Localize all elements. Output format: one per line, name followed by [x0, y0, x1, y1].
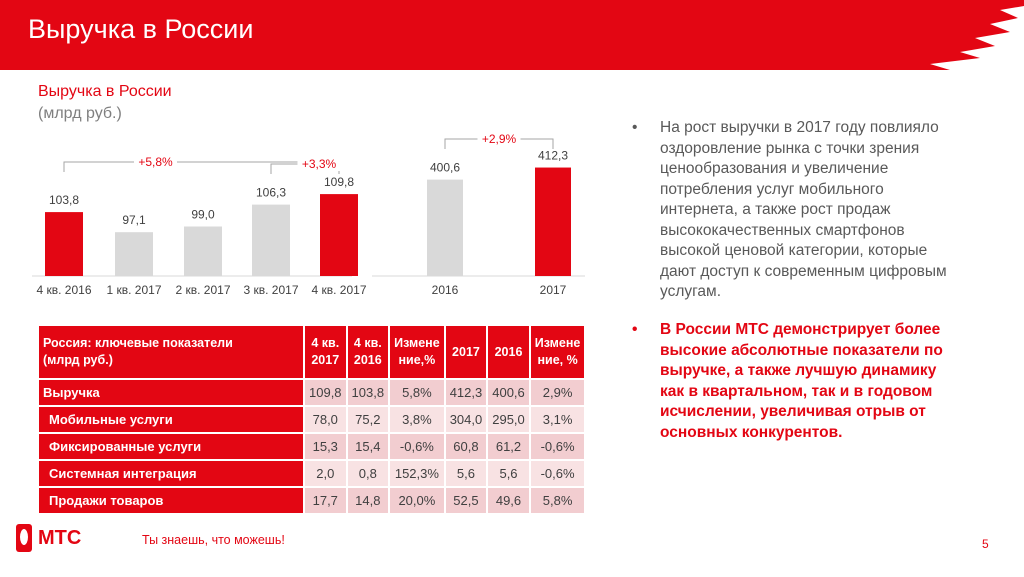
table-header: 2017 [445, 326, 487, 378]
brand-name: МТС [38, 527, 82, 549]
table-cell: 295,0 [488, 407, 529, 432]
table-cell: 5,6 [488, 461, 529, 486]
table-header: Измене ние, % [530, 326, 585, 378]
bullet-2: • В России МТС демонстрирует более высок… [632, 320, 962, 443]
table-cell: 5,8% [530, 488, 585, 513]
table-cell: 78,0 [305, 407, 346, 432]
page-title: Выручка в России [28, 14, 254, 44]
table-cell: 52,5 [445, 488, 487, 513]
table-row: Выручка 109,8 103,8 5,8% 412,3 400,6 2,9% [39, 380, 585, 405]
key-indicators-table: Россия: ключевые показатели (млрд руб.) 4… [37, 324, 586, 515]
bar [427, 179, 463, 276]
table-cell: 2,0 [305, 461, 346, 486]
table-cell: 2,9% [530, 380, 585, 405]
category-label: 1 кв. 2017 [107, 283, 162, 297]
table-cell: -0,6% [390, 434, 444, 459]
table-cell: 304,0 [445, 407, 487, 432]
bullet-marker: • [632, 321, 638, 338]
bar-value-label: 99,0 [191, 208, 215, 222]
growth-label-bg [297, 157, 341, 171]
table-cell: 15,3 [305, 434, 346, 459]
row-label: Системная интеграция [39, 461, 303, 486]
table-cell: -0,6% [530, 434, 585, 459]
table-row: Системная интеграция 2,0 0,8 152,3% 5,6 5,6 -0… [39, 461, 585, 486]
table-cell: 49,6 [488, 488, 529, 513]
table-cell: 60,8 [445, 434, 487, 459]
bar [252, 204, 290, 276]
growth-label: +3,3% [302, 157, 337, 171]
slogan: Ты знаешь, что можешь! [142, 533, 285, 547]
header-band [0, 0, 1024, 70]
bar [320, 194, 358, 276]
bullet-text: В России МТС демонстрирует более высокие… [660, 321, 943, 441]
bar-value-label: 412,3 [538, 149, 568, 163]
category-label: 2017 [540, 283, 567, 297]
category-label: 2016 [432, 283, 459, 297]
mts-logo-icon [16, 524, 32, 552]
table-cell: 5,8% [390, 380, 444, 405]
revenue-charts: 103,8 4 кв. 2016 97,1 1 кв. 2017 99,0 2 кв. 2… [32, 132, 585, 297]
bullet-1: • На рост выручки в 2017 году повлияло о… [632, 118, 962, 303]
table-cell: -0,6% [530, 461, 585, 486]
table-cell: 17,7 [305, 488, 346, 513]
table-header: 4 кв. 2016 [347, 326, 389, 378]
table-cell: 20,0% [390, 488, 444, 513]
growth-label-bg [134, 155, 177, 169]
table-cell: 14,8 [347, 488, 389, 513]
bar-value-label: 109,8 [324, 175, 354, 189]
category-label: 4 кв. 2016 [37, 283, 92, 297]
category-label: 3 кв. 2017 [244, 283, 299, 297]
table-cell: 152,3% [390, 461, 444, 486]
category-label: 2 кв. 2017 [176, 283, 231, 297]
table-cell: 0,8 [347, 461, 389, 486]
table-header: 4 кв. 2017 [305, 326, 346, 378]
bar [45, 212, 83, 276]
chart-title: Выручка в России [38, 83, 172, 100]
table-header-label: Россия: ключевые показатели (млрд руб.) [39, 326, 303, 378]
growth-label-bg [477, 132, 521, 146]
bullet-marker: • [632, 119, 638, 136]
bar-value-label: 103,8 [49, 193, 79, 207]
row-label: Мобильные услуги [39, 407, 303, 432]
row-label: Выручка [39, 380, 303, 405]
table-row: Мобильные услуги 78,0 75,2 3,8% 304,0 295,0 3,… [39, 407, 585, 432]
bar-value-label: 106,3 [256, 186, 286, 200]
table-cell: 15,4 [347, 434, 389, 459]
table-cell: 3,1% [530, 407, 585, 432]
bullet-text: На рост выручки в 2017 году повлияло озд… [660, 119, 947, 300]
table-header: Измене ние,% [390, 326, 444, 378]
table-cell: 103,8 [347, 380, 389, 405]
bar [535, 167, 571, 276]
growth-label: +5,8% [138, 155, 173, 169]
row-label: Продажи товаров [39, 488, 303, 513]
bar-value-label: 400,6 [430, 161, 460, 175]
table-cell: 412,3 [445, 380, 487, 405]
growth-label: +2,9% [482, 132, 517, 146]
table-cell: 61,2 [488, 434, 529, 459]
row-label: Фиксированные услуги [39, 434, 303, 459]
page-number: 5 [982, 537, 989, 551]
table-row: Продажи товаров 17,7 14,8 20,0% 52,5 49,6 5,8% [39, 488, 585, 513]
table-cell: 3,8% [390, 407, 444, 432]
table-cell: 109,8 [305, 380, 346, 405]
chart-unit: (млрд руб.) [38, 105, 122, 122]
category-label: 4 кв. 2017 [312, 283, 367, 297]
bar [184, 226, 222, 276]
table-cell: 400,6 [488, 380, 529, 405]
bar-value-label: 97,1 [122, 213, 146, 227]
table-cell: 5,6 [445, 461, 487, 486]
table-header: 2016 [488, 326, 529, 378]
table-row: Фиксированные услуги 15,3 15,4 -0,6% 60,8 61,… [39, 434, 585, 459]
table-cell: 75,2 [347, 407, 389, 432]
bar [115, 232, 153, 276]
